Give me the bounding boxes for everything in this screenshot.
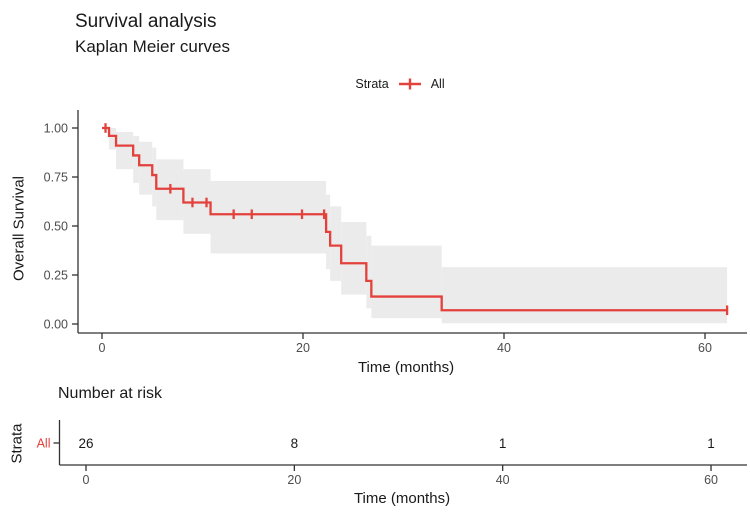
strata-line-icon xyxy=(398,78,421,90)
survival-plot-panel: 0.00 0.25 0.50 0.75 1.00 0 20 40 60 xyxy=(44,110,747,355)
y-tick-label: 0.25 xyxy=(44,269,68,283)
confidence-band-segment xyxy=(371,245,442,319)
confidence-band-segment xyxy=(116,131,134,170)
confidence-band-segment xyxy=(366,235,372,309)
risk-x-axis-title: Time (months) xyxy=(353,490,451,507)
y-axis-title: Overall Survival xyxy=(10,175,28,282)
confidence-band-segment xyxy=(152,147,157,207)
risk-count: 8 xyxy=(291,436,299,451)
confidence-band-segment xyxy=(341,222,367,295)
risk-row-label: All xyxy=(37,437,51,451)
x-tick-label: 0 xyxy=(99,341,106,355)
y-tick-label: 1.00 xyxy=(44,122,68,136)
confidence-band-segment xyxy=(330,206,342,281)
km-step-curve xyxy=(102,126,728,312)
confidence-band-segment xyxy=(139,141,153,195)
risk-count: 1 xyxy=(707,436,715,451)
risk-x-tick-label: 20 xyxy=(287,473,301,487)
y-tick-label: 0.50 xyxy=(44,220,68,234)
risk-count: 1 xyxy=(499,436,507,451)
x-axis-title: Time (months) xyxy=(357,359,455,376)
risk-x-tick-label: 60 xyxy=(704,473,718,487)
x-tick-label: 20 xyxy=(296,341,310,355)
risk-x-tick-label: 40 xyxy=(496,473,510,487)
risk-table-title: Number at risk xyxy=(58,385,163,402)
chart-subtitle: Kaplan Meier curves xyxy=(75,37,230,56)
legend: Strata All xyxy=(280,74,520,94)
risk-table-panel: All 26 8 1 1 0 20 40 60 xyxy=(37,420,747,487)
confidence-band-segment xyxy=(210,180,327,254)
chart-title: Survival analysis xyxy=(75,11,217,32)
legend-title: Strata xyxy=(355,77,389,91)
risk-count: 26 xyxy=(78,436,93,451)
legend-item-all: All xyxy=(430,77,445,91)
x-tick-label: 40 xyxy=(497,341,511,355)
risk-x-tick-label: 0 xyxy=(83,473,90,487)
confidence-band-segment xyxy=(133,135,140,183)
confidence-band-segment xyxy=(109,128,117,150)
x-tick-label: 60 xyxy=(698,341,712,355)
y-tick-label: 0.00 xyxy=(44,318,68,332)
confidence-band-segment xyxy=(441,267,728,324)
y-tick-label: 0.75 xyxy=(44,171,68,185)
